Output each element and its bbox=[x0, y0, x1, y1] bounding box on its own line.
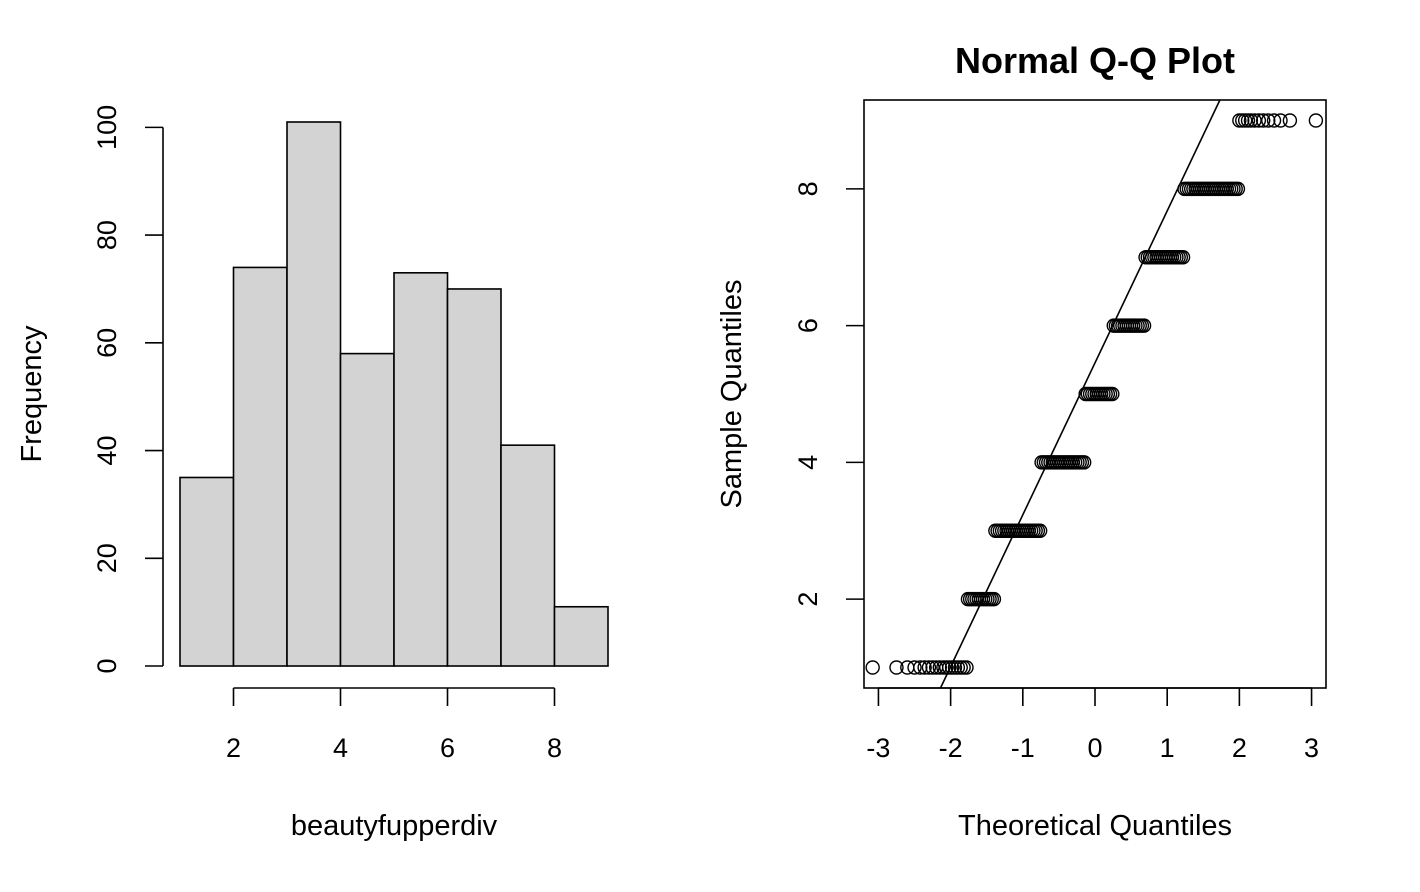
histogram-bar bbox=[179, 476, 235, 667]
x-tick-label: 4 bbox=[333, 733, 348, 763]
x-tick-label: -1 bbox=[1011, 733, 1035, 763]
qq-point bbox=[1255, 113, 1271, 128]
y-axis-title: Frequency bbox=[16, 325, 48, 463]
qq-point bbox=[1243, 113, 1259, 128]
qq-point bbox=[921, 660, 937, 675]
qq-point bbox=[1230, 181, 1246, 197]
qq-point bbox=[1032, 523, 1048, 538]
histogram-bar bbox=[393, 272, 449, 667]
plot-title: Normal Q-Q Plot bbox=[955, 40, 1235, 81]
qq-point bbox=[986, 591, 1002, 607]
y-tick-label: 4 bbox=[793, 455, 823, 470]
x-tick-label: 1 bbox=[1160, 733, 1175, 763]
x-axis-title: beautyfupperdiv bbox=[291, 810, 498, 842]
qq-point bbox=[1175, 250, 1191, 265]
qq-point bbox=[907, 660, 922, 675]
qq-point bbox=[865, 660, 880, 675]
histogram-bar bbox=[339, 352, 395, 667]
qq-point bbox=[1273, 113, 1288, 128]
qq-plot-panel: -3 -2 -1 0 1 2 3 2 4 6 8 Normal Q-Q Plot Theoretical… bbox=[716, 40, 1327, 842]
qq-point bbox=[1105, 386, 1120, 402]
x-tick-label: 2 bbox=[226, 733, 241, 763]
x-tick-label: 3 bbox=[1304, 733, 1319, 763]
y-tick-label: 80 bbox=[92, 220, 122, 250]
y-tick-label: 6 bbox=[793, 318, 823, 333]
qq-reference-line bbox=[939, 100, 1221, 688]
x-tick-label: 8 bbox=[547, 733, 562, 763]
y-tick-label: 8 bbox=[793, 181, 823, 196]
qq-point bbox=[913, 660, 928, 675]
qq-point bbox=[917, 660, 932, 675]
qq-point bbox=[1308, 113, 1324, 128]
x-tick-label: 6 bbox=[440, 733, 455, 763]
x-tick-label: -3 bbox=[866, 733, 890, 763]
qq-point bbox=[932, 660, 947, 675]
y-tick-label: 2 bbox=[793, 592, 823, 607]
qq-point bbox=[1076, 455, 1092, 470]
qq-point bbox=[889, 660, 904, 675]
qq-point bbox=[1282, 113, 1298, 128]
qq-point bbox=[1136, 318, 1152, 333]
histogram-bar bbox=[500, 444, 556, 667]
y-tick-label: 0 bbox=[92, 658, 122, 673]
x-tick-label: 0 bbox=[1087, 733, 1102, 763]
histogram-bar bbox=[553, 605, 609, 667]
histogram-bar bbox=[446, 288, 502, 667]
y-tick-label: 40 bbox=[92, 436, 122, 466]
y-tick-label: 20 bbox=[92, 543, 122, 573]
qq-point bbox=[1251, 113, 1267, 128]
y-tick-label: 60 bbox=[92, 328, 122, 358]
x-tick-label: -2 bbox=[939, 733, 963, 763]
histogram-bar bbox=[286, 121, 342, 667]
x-tick-label: 2 bbox=[1232, 733, 1247, 763]
qq-point bbox=[1261, 113, 1276, 128]
y-tick-label: 100 bbox=[92, 105, 122, 150]
histogram-panel: 0 20 40 60 80 100 2 4 6 8 beautyfupperdiv Frequency bbox=[16, 105, 609, 842]
qq-point bbox=[959, 660, 974, 675]
histogram-bar bbox=[232, 266, 288, 667]
x-axis-title: Theoretical Quantiles bbox=[958, 810, 1232, 842]
y-axis-title: Sample Quantiles bbox=[716, 280, 748, 509]
qq-point bbox=[1266, 113, 1282, 128]
qq-point bbox=[925, 660, 940, 675]
qq-point bbox=[1247, 113, 1262, 128]
